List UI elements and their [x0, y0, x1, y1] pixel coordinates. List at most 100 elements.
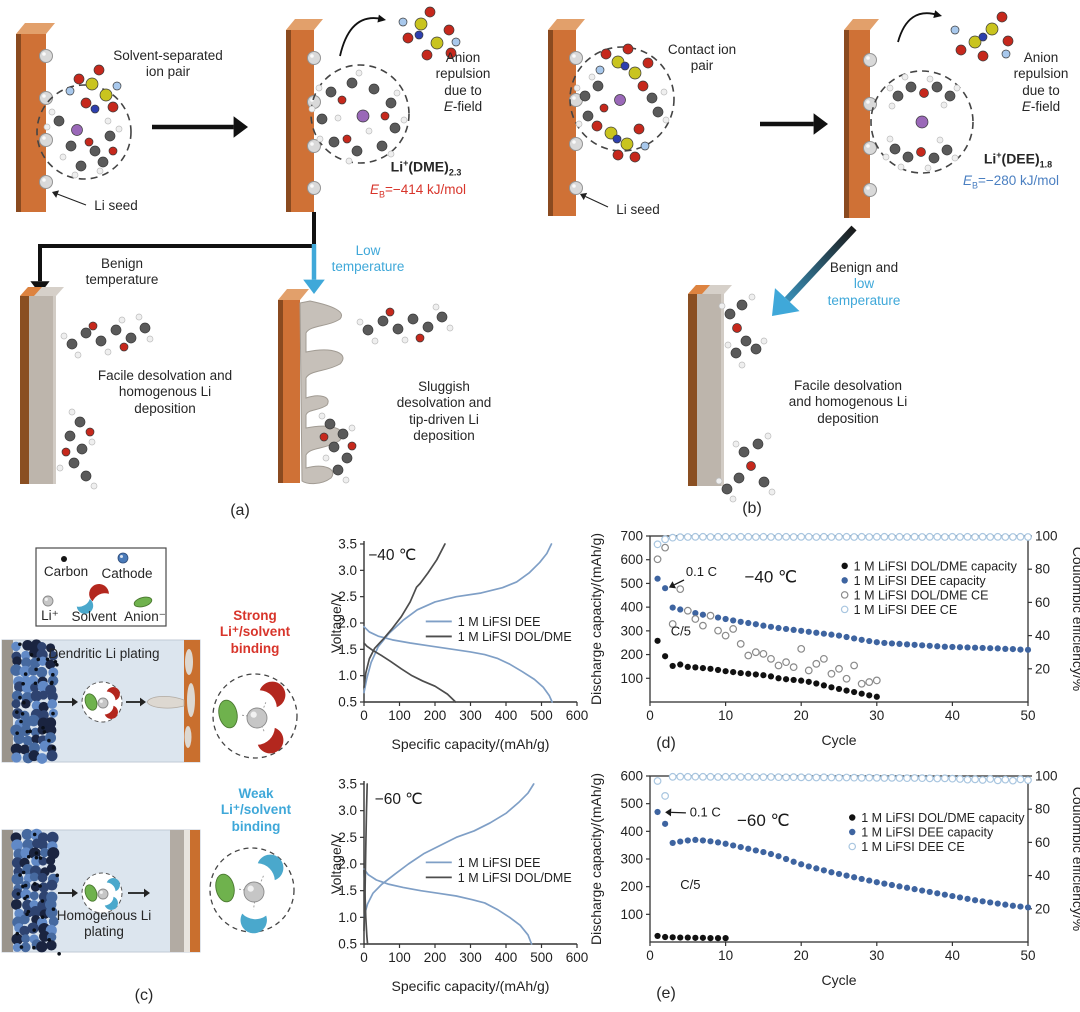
homogenous-plating-label: Homogenous Li plating [56, 908, 152, 940]
svg-text:600: 600 [566, 708, 589, 723]
svg-text:500: 500 [620, 796, 643, 811]
svg-text:1 M LiFSI DEE: 1 M LiFSI DEE [458, 856, 541, 870]
panel-b-anion-repulsion-label: Anion repulsion due to E-field [1013, 50, 1069, 115]
svg-text:200: 200 [620, 879, 643, 894]
panel-b-benign-low-label: Benign and low temperature [827, 260, 901, 308]
svg-text:40: 40 [1035, 628, 1050, 643]
svg-text:80: 80 [1035, 802, 1050, 817]
svg-text:Cycle: Cycle [821, 972, 856, 988]
chart-cycling-minus40: 0 10 20 30 40 50 100 200 300 400 500 600 700 20 40 60 80… [588, 528, 1080, 752]
panel-b-ion-pair-title: Contact ion pair [667, 42, 737, 74]
svg-text:3.0: 3.0 [338, 563, 357, 578]
svg-text:20: 20 [1035, 661, 1050, 676]
dendritic-plating-label: Dendritic Li plating [48, 646, 160, 661]
panel-a-label: (a) [230, 502, 250, 519]
svg-text:60: 60 [1035, 835, 1050, 850]
svg-text:2.0: 2.0 [338, 857, 357, 872]
svg-text:1 M LiFSI DOL/DME: 1 M LiFSI DOL/DME [458, 871, 572, 885]
svg-text:400: 400 [495, 950, 518, 965]
panel-b-facile-label: Facile desolvation and homogenous Li dep… [788, 378, 908, 426]
chart-voltage-minus40: 0 100 200 300 400 500 600 0.5 1.0 1.5 2.0 2.5 3.0 3.5… [328, 528, 590, 756]
voltage-minus40-series [363, 642, 457, 703]
panel-a-sluggish-label: Sluggish desolvation and tip-driven Li d… [396, 379, 492, 444]
svg-text:600: 600 [566, 950, 589, 965]
svg-text:100: 100 [1035, 769, 1058, 784]
svg-text:100: 100 [388, 708, 411, 723]
svg-text:1 M LiFSI DEE CE: 1 M LiFSI DEE CE [861, 840, 965, 854]
panel-b-label: (b) [742, 500, 762, 517]
voltage-minus40-series [363, 543, 446, 689]
panel-a-anion-repulsion-label: Anion repulsion due to E-field [435, 50, 491, 115]
svg-text:400: 400 [620, 600, 643, 615]
svg-text:C/5: C/5 [671, 624, 691, 639]
svg-text:40: 40 [945, 948, 960, 963]
svg-text:100: 100 [1035, 529, 1058, 544]
svg-text:0.5: 0.5 [338, 695, 357, 710]
svg-text:700: 700 [620, 529, 643, 544]
voltage-minus60-series [363, 869, 369, 945]
legend-anion-label: Anion⁻ [124, 609, 166, 624]
svg-text:3.5: 3.5 [338, 537, 357, 552]
svg-text:300: 300 [459, 708, 482, 723]
svg-text:1.0: 1.0 [338, 668, 357, 683]
svg-text:3.0: 3.0 [338, 803, 357, 818]
svg-text:500: 500 [530, 708, 553, 723]
svg-text:0.5: 0.5 [338, 937, 357, 952]
svg-text:3.5: 3.5 [338, 777, 357, 792]
panel-d-label: (d) [656, 735, 676, 752]
svg-text:200: 200 [620, 647, 643, 662]
panel-a-li-seed-label: Li seed [94, 198, 138, 213]
svg-text:Discharge capacity/(mAh/g): Discharge capacity/(mAh/g) [590, 533, 604, 705]
panel-b-solvation-formula: Li+(DEE)1.8 [983, 150, 1053, 170]
svg-text:300: 300 [620, 623, 643, 638]
svg-text:50: 50 [1020, 948, 1035, 963]
svg-text:1.5: 1.5 [338, 883, 357, 898]
voltage-minus40-svg: 0 100 200 300 400 500 600 0.5 1.0 1.5 2.0 2.5 3.0 3.5… [328, 537, 589, 753]
svg-text:C/5: C/5 [680, 877, 700, 892]
svg-text:40: 40 [945, 708, 960, 723]
panel-a-benign-label: Benign temperature [85, 256, 159, 288]
voltage-minus40-series [363, 543, 553, 694]
svg-text:30: 30 [869, 708, 884, 723]
svg-text:200: 200 [424, 708, 447, 723]
svg-text:200: 200 [424, 950, 447, 965]
svg-text:2.5: 2.5 [338, 589, 357, 604]
svg-text:Specific capacity/(mAh/g): Specific capacity/(mAh/g) [392, 978, 550, 994]
voltage-minus60-series [363, 868, 533, 945]
svg-text:−40 ℃: −40 ℃ [368, 547, 416, 564]
voltage-minus60-series [363, 783, 535, 918]
svg-text:1 M LiFSI DOL/DME capacity: 1 M LiFSI DOL/DME capacity [861, 811, 1025, 825]
svg-text:50: 50 [1020, 708, 1035, 723]
chart-voltage-minus60: 0 100 200 300 400 500 600 0.5 1.0 1.5 2.0 2.5 3.0 3.5… [328, 768, 590, 998]
svg-text:0: 0 [360, 708, 368, 723]
panel-a-facile-label: Facile desolvation and homogenous Li dep… [97, 368, 233, 416]
panel-a-ion-pair-title: Solvent-separated ion pair [113, 48, 223, 80]
svg-text:400: 400 [495, 708, 518, 723]
svg-text:1 M LiFSI DEE CE: 1 M LiFSI DEE CE [854, 603, 958, 617]
svg-text:1 M LiFSI DEE capacity: 1 M LiFSI DEE capacity [854, 574, 987, 588]
svg-text:−60 ℃: −60 ℃ [375, 791, 423, 808]
svg-text:10: 10 [718, 948, 733, 963]
svg-text:Coulombic efficiency/%: Coulombic efficiency/% [1070, 787, 1080, 931]
svg-text:20: 20 [1035, 901, 1050, 916]
svg-text:Cycle: Cycle [821, 732, 856, 748]
chart-cycling-minus60: 0 10 20 30 40 50 100 200 300 400 500 600 20 40 60 80 100… [588, 768, 1080, 992]
panel-e-label: (e) [656, 985, 676, 1002]
svg-text:Specific capacity/(mAh/g): Specific capacity/(mAh/g) [392, 736, 550, 752]
svg-text:300: 300 [620, 852, 643, 867]
svg-text:400: 400 [620, 824, 643, 839]
svg-text:Voltage/V: Voltage/V [330, 592, 344, 653]
panel-b-binding-energy: EB=−280 kJ/mol [962, 173, 1060, 191]
svg-text:20: 20 [794, 948, 809, 963]
svg-text:100: 100 [388, 950, 411, 965]
svg-text:1 M LiFSI DEE capacity: 1 M LiFSI DEE capacity [861, 826, 994, 840]
svg-text:60: 60 [1035, 595, 1050, 610]
svg-text:20: 20 [794, 708, 809, 723]
svg-text:10: 10 [718, 708, 733, 723]
svg-text:−60 ℃: −60 ℃ [737, 811, 790, 830]
panel-c-label: (c) [134, 987, 154, 1004]
svg-text:600: 600 [620, 769, 643, 784]
svg-text:1 M LiFSI DEE: 1 M LiFSI DEE [458, 615, 541, 629]
svg-text:600: 600 [620, 552, 643, 567]
